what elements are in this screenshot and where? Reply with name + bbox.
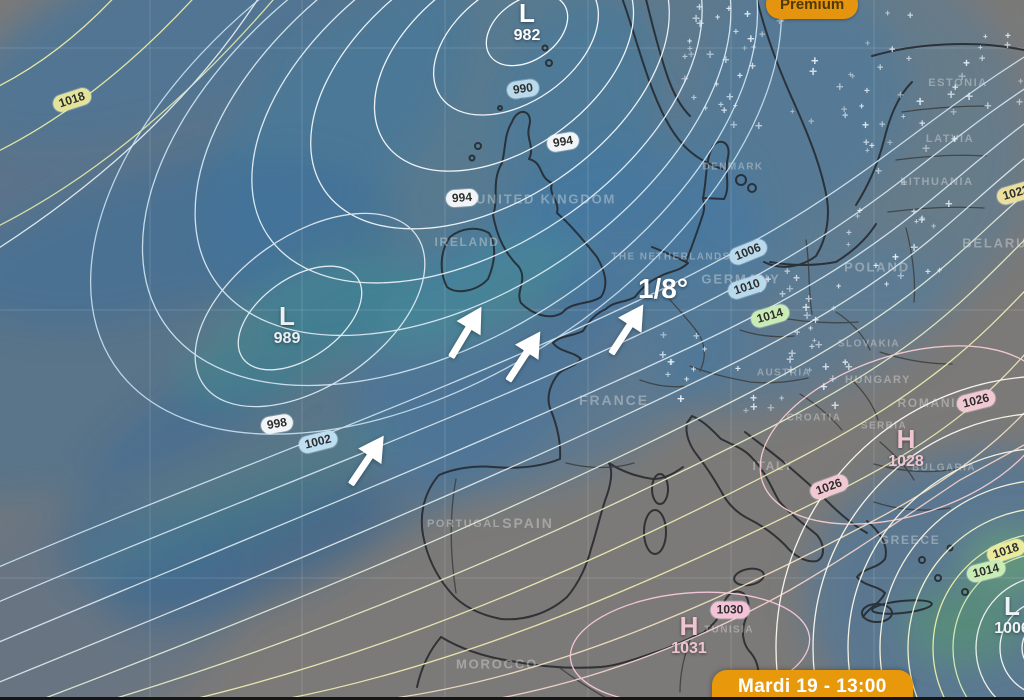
wind-arrow-icon: [344, 428, 390, 499]
pressure-letter: L: [1004, 591, 1020, 621]
wind-arrow-icon: [443, 300, 489, 371]
pressure-center-l989: L 989: [274, 303, 301, 347]
pressure-value: 1028: [888, 453, 924, 470]
wind-arrow-icon: [501, 324, 547, 395]
pressure-center-h1028: H 1028: [888, 426, 924, 470]
pressure-center-l982: L 982: [514, 0, 541, 44]
time-badge[interactable]: Mardi 19 - 13:00: [712, 670, 913, 700]
pressure-letter: L: [279, 301, 295, 331]
wind-arrow-icon: [604, 297, 650, 368]
pressure-center-l1006: L1006: [994, 593, 1024, 637]
pressure-value: 1006: [994, 620, 1024, 637]
pressure-letter: H: [896, 424, 916, 454]
premium-badge[interactable]: Premium: [766, 0, 859, 19]
pressure-letter: H: [679, 611, 699, 641]
isobar-value-label: 994: [445, 188, 479, 208]
pressure-center-h1031: H 1031: [671, 613, 707, 657]
pressure-value: 1031: [671, 640, 707, 657]
pressure-value: 989: [273, 330, 301, 347]
pressure-value: 982: [513, 27, 541, 44]
isobar-value-label: 1030: [710, 601, 750, 619]
map-bottom-edge: [0, 697, 1024, 700]
pressure-letter: L: [519, 0, 535, 28]
temperature-annotation: 1/8°: [637, 273, 689, 304]
